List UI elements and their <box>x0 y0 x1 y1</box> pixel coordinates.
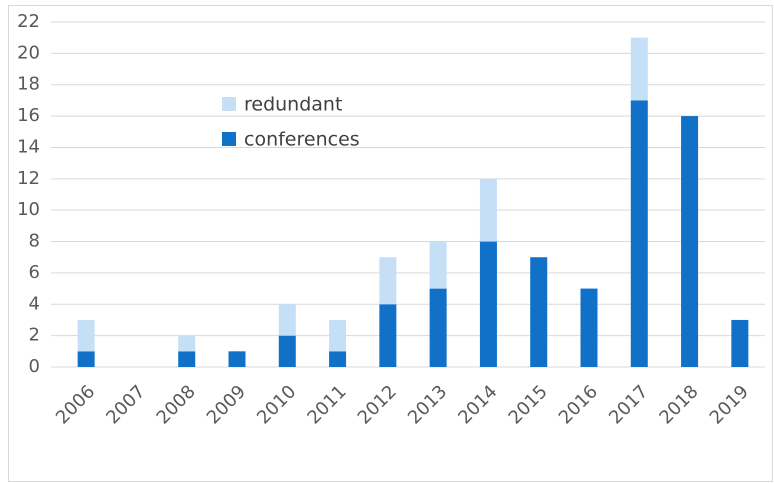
y-tick-label: 12 <box>17 168 40 189</box>
bar-segment <box>278 304 296 336</box>
x-tick-label: 2006 <box>52 381 99 428</box>
bar-segment <box>530 257 548 367</box>
x-tick-label: 2009 <box>203 381 250 428</box>
x-tick-label: 2015 <box>505 381 552 428</box>
bar-segment <box>731 319 749 367</box>
bar-segment <box>77 319 95 352</box>
bar-segment <box>228 351 246 367</box>
x-tick-label: 2018 <box>655 381 702 428</box>
chart-border <box>8 5 773 482</box>
bar-segment <box>630 37 648 101</box>
bar-segment <box>681 116 699 367</box>
y-tick-label: 10 <box>17 199 40 220</box>
x-tick-label: 2017 <box>605 381 652 428</box>
x-tick-label: 2010 <box>253 381 300 428</box>
bar-segment <box>329 319 347 352</box>
x-tick-label: 2019 <box>706 381 753 428</box>
y-tick-label: 16 <box>17 105 40 126</box>
bar-segment <box>379 257 397 305</box>
y-tick-label: 18 <box>17 74 40 95</box>
x-tick-label: 2008 <box>153 381 200 428</box>
bar-segment <box>479 241 497 367</box>
bar-segment <box>580 288 598 367</box>
y-tick-label: 0 <box>29 356 40 377</box>
legend-swatch <box>222 132 236 146</box>
bar-segment <box>429 241 447 289</box>
bar-segment <box>178 335 196 352</box>
bar-segment <box>77 351 95 367</box>
x-tick-label: 2007 <box>102 381 149 428</box>
y-tick-label: 4 <box>29 293 40 314</box>
y-tick-label: 22 <box>17 11 40 32</box>
bar-segment <box>479 178 497 242</box>
bar-segment <box>278 335 296 367</box>
legend-text: conferences <box>244 129 360 151</box>
y-tick-label: 2 <box>29 325 40 346</box>
legend-swatch <box>222 97 236 111</box>
y-tick-label: 20 <box>17 42 40 63</box>
x-tick-label: 2016 <box>555 381 602 428</box>
bar-segment <box>630 100 648 367</box>
legend-text: redundant <box>244 94 342 116</box>
bar-segment <box>178 351 196 367</box>
y-tick-label: 6 <box>29 262 40 283</box>
x-tick-label: 2012 <box>354 381 401 428</box>
y-tick-label: 14 <box>17 136 40 157</box>
x-tick-label: 2014 <box>454 381 501 428</box>
bar-segment <box>429 288 447 367</box>
bar-segment <box>379 304 397 367</box>
bar-segment <box>329 351 347 367</box>
x-tick-label: 2013 <box>404 381 451 428</box>
x-tick-label: 2011 <box>303 381 350 428</box>
y-tick-label: 8 <box>29 231 40 252</box>
